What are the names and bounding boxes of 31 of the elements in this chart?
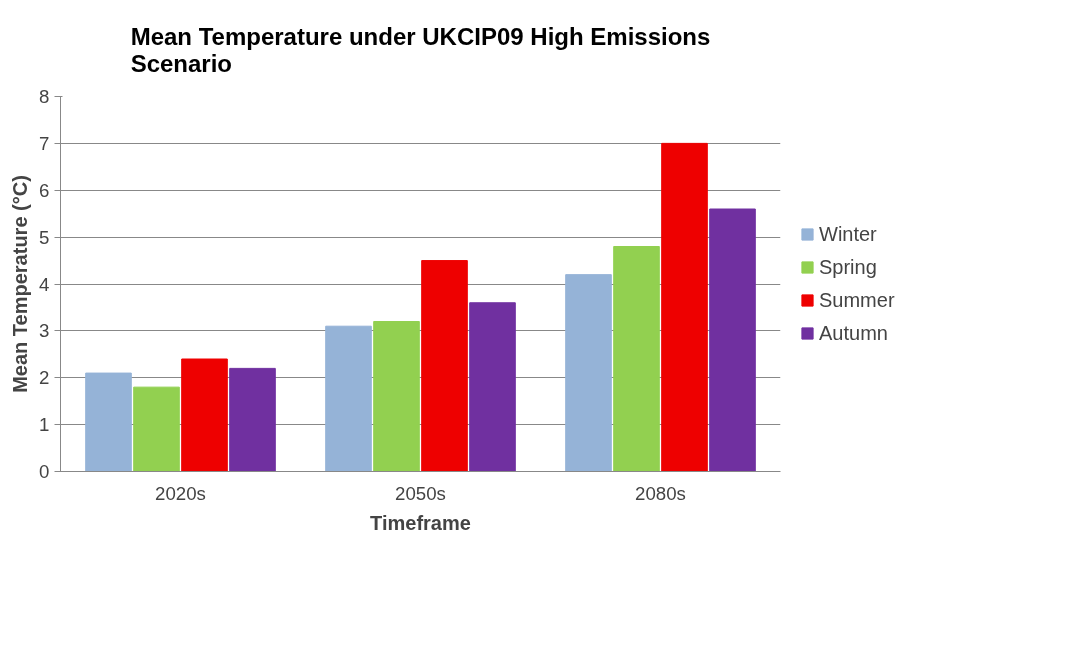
legend-label: Autumn	[819, 321, 888, 345]
y-tick-label: 3	[39, 320, 50, 342]
x-axis-title: Timeframe	[370, 511, 471, 534]
y-tick-label: 7	[39, 132, 50, 154]
y-tick-label: 6	[39, 179, 50, 201]
y-tick-label: 4	[39, 273, 50, 295]
bar	[133, 386, 180, 472]
legend-label: Winter	[819, 222, 877, 246]
x-tick-label: 2020s	[155, 482, 206, 504]
bar	[469, 302, 516, 472]
bar	[325, 325, 372, 472]
y-tick-label: 2	[39, 367, 50, 389]
bar	[421, 260, 468, 472]
y-axis-title: Mean Temperature (°C)	[9, 175, 32, 393]
legend-label: Spring	[819, 255, 877, 279]
bar	[229, 367, 276, 472]
bar	[373, 321, 420, 472]
chart-title: Mean Temperature under UKCIP09 High Emissions Scenario	[130, 22, 711, 77]
y-tick-label: 5	[39, 226, 50, 248]
bar	[709, 208, 756, 472]
bar	[565, 274, 612, 472]
y-tick-label: 8	[39, 86, 50, 107]
bar	[181, 358, 228, 472]
x-tick-label: 2050s	[395, 482, 446, 504]
y-tick-label: 0	[39, 461, 50, 482]
bar	[613, 246, 660, 472]
legend-label: Summer	[819, 288, 895, 312]
bar	[661, 142, 708, 472]
bar	[85, 372, 132, 472]
y-tick-label: 1	[39, 414, 50, 436]
x-tick-label: 2080s	[635, 482, 686, 504]
